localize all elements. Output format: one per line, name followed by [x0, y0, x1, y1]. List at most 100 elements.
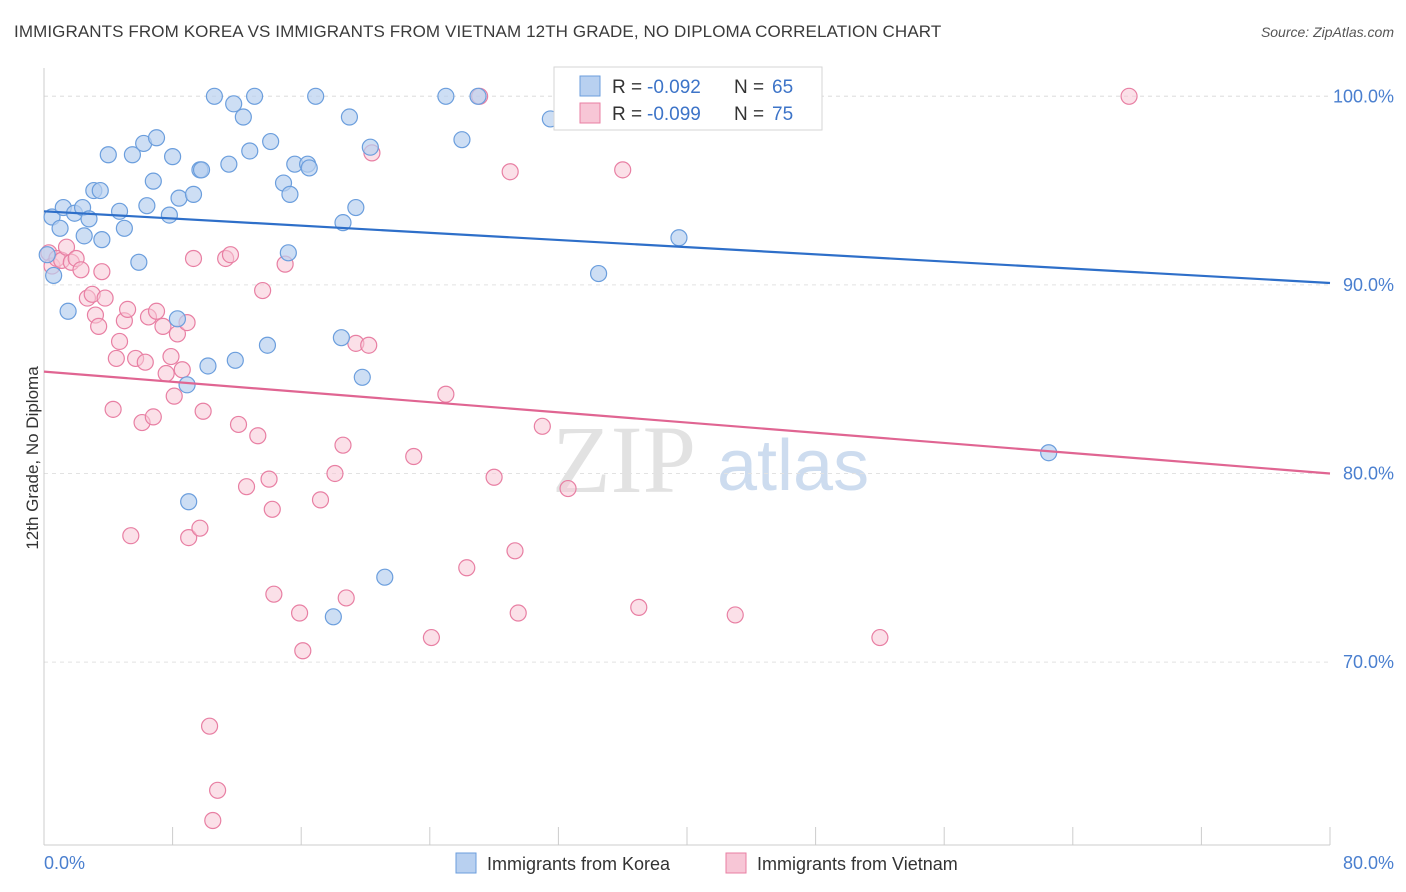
korea-point-19	[138, 197, 156, 215]
vietnam-point-54	[334, 436, 352, 454]
korea-point-57	[453, 131, 471, 149]
vietnam-point-35	[191, 519, 209, 537]
legend-vietnam-swatch	[579, 102, 601, 124]
bottom-legend-korea-label: Immigrants from Korea	[487, 854, 671, 874]
vietnam-point-70	[614, 161, 632, 179]
korea-point-55	[376, 568, 394, 586]
vietnam-point-74	[1120, 87, 1138, 105]
vietnam-point-33	[180, 528, 198, 547]
vietnam-point-31	[173, 361, 191, 379]
korea-point-60	[589, 264, 608, 283]
y-axis-label: 12th Grade, No Diploma	[23, 366, 42, 550]
korea-point-33	[220, 155, 238, 173]
vietnam-point-18	[118, 300, 137, 318]
trendlines	[43, 210, 1331, 475]
korea-point-49	[332, 329, 350, 347]
korea-point-12	[93, 231, 111, 249]
vietnam-point-68	[533, 417, 551, 435]
vietnam-point-48	[265, 585, 283, 603]
vietnam-point-65	[501, 163, 519, 181]
korea-point-3	[51, 219, 69, 237]
korea-point-23	[164, 148, 182, 166]
korea-trendline	[43, 210, 1331, 285]
korea-point-0	[38, 246, 56, 264]
korea-point-53	[353, 368, 371, 386]
korea-point-56	[437, 87, 455, 105]
y-tick-label-70: 70.0%	[1343, 652, 1394, 672]
korea-point-27	[180, 493, 198, 511]
korea-point-51	[340, 108, 359, 126]
vietnam-point-25	[147, 302, 166, 320]
vietnam-point-59	[405, 447, 423, 466]
correlation-legend: R = -0.092 N = 65 R = -0.099 N = 75	[553, 66, 823, 131]
bottom-legend-vietnam-swatch	[725, 852, 747, 874]
korea-point-40	[262, 132, 280, 151]
korea-point-17	[130, 253, 148, 271]
korea-point-46	[300, 159, 318, 177]
legend-korea-r-label: R =	[612, 77, 642, 98]
legend-korea-n-label: N =	[734, 77, 764, 98]
vietnam-point-34	[184, 249, 203, 268]
korea-point-15	[115, 219, 133, 237]
korea-point-20	[144, 172, 162, 190]
korea-point-54	[361, 138, 379, 156]
vietnam-point-38	[204, 811, 222, 830]
korea-point-38	[245, 87, 264, 105]
vietnam-point-43	[237, 478, 256, 496]
vietnam-point-61	[437, 385, 455, 403]
korea-point-50	[334, 214, 352, 232]
vietnam-point-73	[871, 628, 889, 647]
korea-point-32	[205, 87, 223, 105]
korea-point-26	[178, 376, 196, 394]
vietnam-point-16	[110, 332, 129, 351]
korea-point-16	[123, 146, 142, 164]
y-tick-label-90: 90.0%	[1343, 275, 1394, 295]
vietnam-point-19	[122, 527, 140, 545]
vietnam-point-42	[229, 415, 248, 434]
legend-korea-r-value: -0.092	[647, 77, 701, 98]
vietnam-point-29	[165, 387, 183, 405]
vietnam-point-39	[209, 781, 227, 799]
korea-point-52	[347, 198, 365, 217]
vietnam-point-66	[506, 542, 524, 560]
korea-point-31	[199, 357, 217, 375]
korea-points	[38, 87, 1058, 626]
korea-point-47	[307, 87, 325, 105]
x-tick-label-max: 80.0%	[1343, 853, 1394, 873]
korea-point-24	[168, 310, 187, 328]
korea-point-22	[160, 206, 178, 224]
vietnam-point-24	[144, 408, 162, 426]
axes	[43, 68, 1331, 846]
bottom-legend-korea-swatch	[455, 852, 477, 874]
vietnam-point-7	[72, 261, 90, 279]
vietnam-point-55	[337, 589, 355, 607]
vietnam-point-12	[93, 263, 111, 281]
legend-vietnam-r-value: -0.099	[647, 104, 701, 125]
y-tick-label-80: 80.0%	[1343, 463, 1394, 483]
vietnam-point-45	[254, 281, 272, 300]
series-legend: Immigrants from Korea Immigrants from Vi…	[455, 852, 958, 874]
korea-point-11	[91, 181, 109, 200]
vietnam-point-50	[290, 604, 309, 622]
vietnam-point-13	[96, 289, 114, 307]
vietnam-point-69	[559, 479, 577, 498]
vietnam-point-53	[326, 464, 344, 483]
vietnam-point-41	[221, 246, 240, 264]
vietnam-point-71	[630, 598, 648, 616]
vietnam-point-11	[90, 317, 108, 335]
vietnam-point-67	[509, 604, 527, 622]
korea-point-58	[469, 87, 487, 105]
korea-point-39	[258, 336, 277, 354]
vietnam-point-14	[104, 400, 122, 418]
korea-point-42	[279, 244, 297, 262]
korea-point-2	[45, 266, 63, 285]
vietnam-point-60	[422, 628, 441, 647]
vietnam-point-26	[154, 317, 172, 335]
vietnam-point-62	[458, 559, 476, 577]
bottom-legend-vietnam-label: Immigrants from Vietnam	[757, 854, 958, 874]
vietnam-point-64	[485, 468, 503, 486]
korea-point-5	[59, 302, 77, 320]
vietnam-point-51	[294, 642, 312, 660]
korea-point-28	[184, 185, 203, 203]
